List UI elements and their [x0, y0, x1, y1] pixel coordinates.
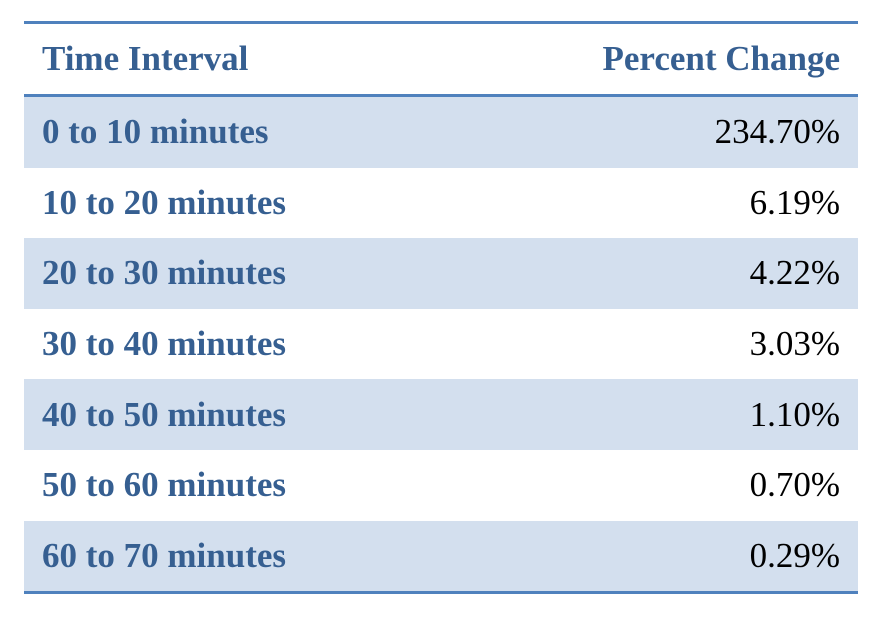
percent-change-cell: 4.22%: [441, 238, 858, 309]
percent-change-cell: 234.70%: [441, 95, 858, 168]
percent-change-cell: 0.29%: [441, 520, 858, 593]
table-row: 10 to 20 minutes 6.19%: [24, 168, 858, 239]
table-row: 20 to 30 minutes 4.22%: [24, 238, 858, 309]
header-time-interval: Time Interval: [42, 39, 249, 78]
percent-change-table-container: Time Interval Percent Change 0 to 10 min…: [24, 21, 858, 594]
time-interval-cell: 0 to 10 minutes: [24, 95, 441, 168]
header-row: Time Interval Percent Change: [24, 22, 858, 96]
percent-change-table: Time Interval Percent Change 0 to 10 min…: [24, 21, 858, 594]
time-interval-cell: 20 to 30 minutes: [24, 238, 441, 309]
table-header: Time Interval Percent Change: [24, 22, 858, 96]
percent-change-cell: 6.19%: [749, 182, 840, 222]
time-interval-cell: 30 to 40 minutes: [42, 324, 287, 364]
table-row: 60 to 70 minutes 0.29%: [24, 520, 858, 593]
table-row: 0 to 10 minutes 234.70%: [24, 95, 858, 168]
table-row: 50 to 60 minutes 0.70%: [24, 450, 858, 521]
time-interval-cell: 40 to 50 minutes: [24, 379, 441, 450]
table-body: 0 to 10 minutes 234.70% 10 to 20 minutes…: [24, 95, 858, 593]
percent-change-cell: 3.03%: [749, 324, 840, 364]
time-interval-cell: 60 to 70 minutes: [24, 520, 441, 593]
table-row: 30 to 40 minutes 3.03%: [24, 309, 858, 380]
time-interval-cell: 50 to 60 minutes: [42, 465, 287, 505]
table-row: 40 to 50 minutes 1.10%: [24, 379, 858, 450]
percent-change-cell: 1.10%: [441, 379, 858, 450]
percent-change-cell: 0.70%: [749, 465, 840, 505]
time-interval-cell: 10 to 20 minutes: [42, 182, 287, 222]
header-percent-change: Percent Change: [602, 39, 841, 78]
